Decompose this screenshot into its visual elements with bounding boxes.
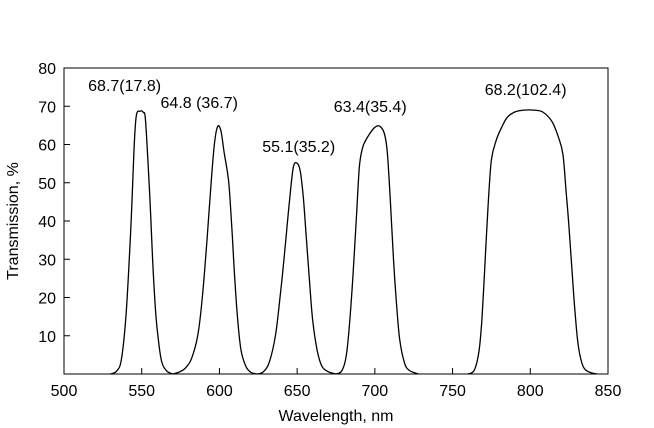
peak-label-3: 55.1(35.2) xyxy=(262,139,335,156)
peak-label-5: 68.2(102.4) xyxy=(485,82,567,99)
y-axis-ticks: 10 20 30 40 50 60 70 80 xyxy=(38,61,70,346)
y-tick-label: 80 xyxy=(38,61,56,78)
y-tick-label: 20 xyxy=(38,291,56,308)
x-tick-label: 850 xyxy=(595,383,622,400)
y-tick-label: 10 xyxy=(38,329,56,346)
transmission-curve-4 xyxy=(335,125,419,375)
y-tick-label: 30 xyxy=(38,252,56,269)
y-tick-label: 40 xyxy=(38,214,56,231)
y-axis-label: Transmission, % xyxy=(5,162,22,280)
x-tick-label: 550 xyxy=(128,383,155,400)
peak-label-1: 68.7(17.8) xyxy=(88,78,161,95)
transmission-curve-3 xyxy=(256,161,337,375)
x-tick-label: 500 xyxy=(51,383,78,400)
y-tick-label: 70 xyxy=(38,99,56,116)
peak-labels: 68.7(17.8)64.8 (36.7) 55.1(35.2) 63.4(35.4… xyxy=(88,78,566,156)
x-tick-label: 800 xyxy=(517,383,544,400)
peak-label-2: 64.8 (36.7) xyxy=(161,95,238,112)
x-tick-label: 700 xyxy=(362,383,389,400)
y-tick-label: 60 xyxy=(38,138,56,155)
x-axis-label: Wavelength, nm xyxy=(278,408,393,425)
x-axis-ticks: 500 550 600 650 700 750 800 850 xyxy=(51,368,622,400)
transmission-curve-1 xyxy=(110,110,174,375)
transmission-curves xyxy=(110,109,598,375)
peak-label-4: 63.4(35.4) xyxy=(334,99,407,116)
plot-area-frame xyxy=(63,67,609,375)
y-tick-label: 50 xyxy=(38,176,56,193)
x-tick-label: 750 xyxy=(439,383,466,400)
transmission-curve-2 xyxy=(172,124,257,375)
x-tick-label: 650 xyxy=(284,383,311,400)
x-tick-label: 600 xyxy=(206,383,233,400)
transmission-curve-5 xyxy=(467,109,598,375)
